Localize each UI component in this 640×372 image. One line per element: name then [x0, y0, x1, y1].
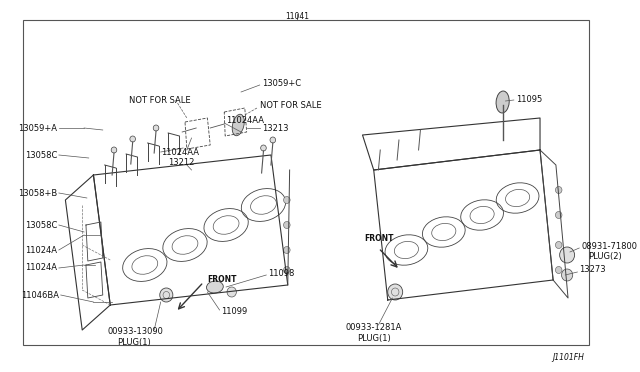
Text: 11024AA: 11024AA [226, 115, 264, 125]
Circle shape [260, 145, 266, 151]
Text: 11041: 11041 [285, 12, 309, 21]
Circle shape [270, 137, 276, 143]
Text: FRONT: FRONT [207, 276, 237, 285]
Text: FRONT: FRONT [364, 234, 394, 243]
Ellipse shape [207, 281, 223, 293]
Text: 11095: 11095 [516, 94, 542, 103]
Text: NOT FOR SALE: NOT FOR SALE [260, 100, 321, 109]
Circle shape [284, 247, 290, 253]
Text: PLUG(1): PLUG(1) [357, 334, 390, 343]
Ellipse shape [496, 91, 509, 113]
Text: 13059+A: 13059+A [18, 124, 57, 132]
Circle shape [556, 186, 562, 193]
Ellipse shape [232, 114, 244, 136]
Text: 11099: 11099 [221, 308, 248, 317]
Circle shape [556, 266, 562, 273]
Text: 00933-1281A: 00933-1281A [346, 324, 402, 333]
Circle shape [559, 247, 575, 263]
Circle shape [556, 241, 562, 248]
Text: NOT FOR SALE: NOT FOR SALE [129, 96, 191, 105]
Circle shape [284, 266, 290, 273]
Text: 13058C: 13058C [24, 151, 57, 160]
Circle shape [160, 288, 173, 302]
Circle shape [227, 287, 236, 297]
Circle shape [388, 284, 403, 300]
Circle shape [130, 136, 136, 142]
Text: 13058C: 13058C [24, 221, 57, 230]
Text: 13212: 13212 [168, 157, 195, 167]
Circle shape [284, 196, 290, 203]
Bar [23, 20, 589, 345]
Text: 13058+B: 13058+B [18, 189, 57, 198]
Text: 11024A: 11024A [25, 246, 57, 254]
Circle shape [556, 212, 562, 218]
Text: 08931-71800: 08931-71800 [581, 241, 637, 250]
Text: 13273: 13273 [579, 266, 606, 275]
Circle shape [153, 125, 159, 131]
Text: 11098: 11098 [268, 269, 294, 278]
Text: J1101FH: J1101FH [552, 353, 584, 362]
Circle shape [561, 269, 573, 281]
Text: 11046BA: 11046BA [21, 291, 59, 299]
Text: 11024AA: 11024AA [161, 148, 198, 157]
Circle shape [284, 221, 290, 228]
Text: PLUG(2): PLUG(2) [589, 251, 622, 260]
Text: 11024A: 11024A [25, 263, 57, 273]
Text: PLUG(1): PLUG(1) [116, 337, 150, 346]
Text: 00933-13090: 00933-13090 [108, 327, 163, 337]
Text: 13213: 13213 [262, 124, 288, 132]
Text: 13059+C: 13059+C [262, 78, 301, 87]
Circle shape [111, 147, 116, 153]
